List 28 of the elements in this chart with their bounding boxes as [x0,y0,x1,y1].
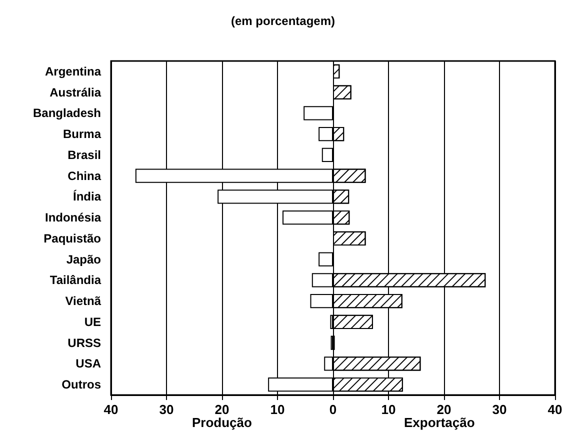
y-tick-label: Bangladesh [32,106,101,120]
x-tick-label: 40 [548,402,562,417]
y-tick-label: Brasil [68,148,101,162]
x-tick-label: 0 [329,402,337,417]
y-tick-label: USA [76,356,102,371]
text: Exportação [404,415,475,430]
x-tick-label: 30 [492,402,507,417]
y-tick-label: Burma [62,127,102,142]
y-tick-label: Tailândia [50,273,102,288]
y-tick-label: UE [84,314,101,329]
x-tick-label: 40 [104,402,118,417]
x-tick-label: 10 [270,402,285,417]
y-tick-label: Outros [62,378,102,392]
y-tick-label: Paquistão [44,231,101,246]
y-tick-label: Vietnã [65,294,102,308]
y-tick-label: URSS [68,336,101,350]
y-tick-label: Indonésia [44,210,102,225]
y-tick-label: Austrália [50,85,102,100]
x-tick-label: 20 [214,402,230,417]
x-tick-label: 20 [436,402,452,417]
chart-title: (em porcentagem) [230,14,336,28]
x-tick-label: 30 [159,402,174,417]
x-tick-label: 10 [381,402,396,417]
y-tick-label: Argentina [44,64,102,78]
y-tick-label: Japão [66,252,101,266]
x-axis-title: Produção [192,415,252,430]
y-tick-label: China [68,168,102,183]
y-tick-label: Índia [72,190,102,204]
